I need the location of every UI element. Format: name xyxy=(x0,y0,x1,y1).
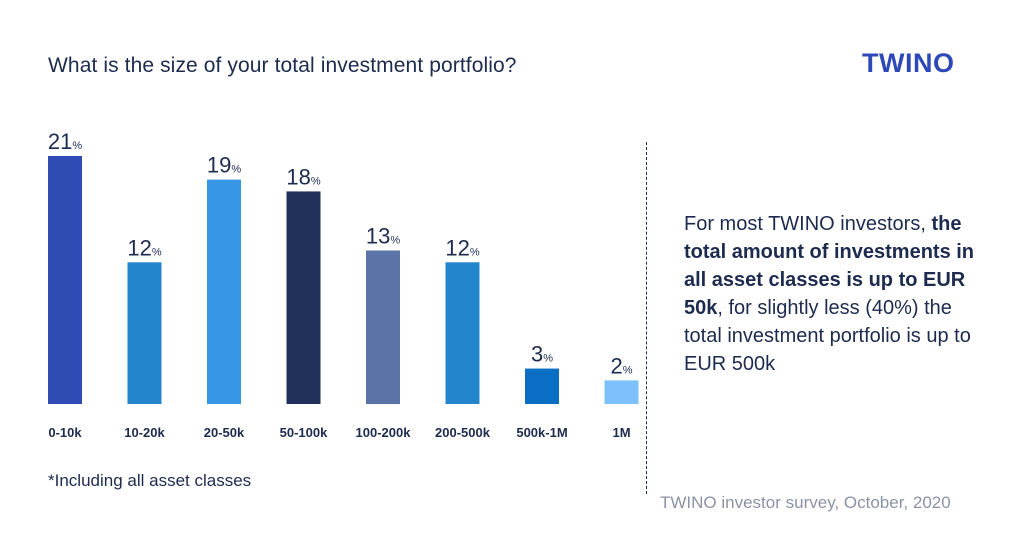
value-unit: % xyxy=(231,164,241,176)
bar-200-500k xyxy=(445,262,480,404)
category-label-1m: 1M xyxy=(612,425,630,440)
footnote: *Including all asset classes xyxy=(48,471,252,490)
bar-1m xyxy=(604,380,639,404)
source-caption: TWINO investor survey, October, 2020 xyxy=(660,493,951,512)
category-label-100-200k: 100-200k xyxy=(356,425,412,440)
value-unit: % xyxy=(311,175,321,187)
value-number: 13 xyxy=(366,223,390,248)
summary-bold: the total amount of investments in all a… xyxy=(684,213,975,319)
category-label-10-20k: 10-20k xyxy=(124,425,165,440)
value-label-10-20k: 12% xyxy=(127,235,161,260)
summary-intro: For most TWINO investors, xyxy=(684,213,932,235)
bar-50-100k xyxy=(286,191,321,404)
category-label-0-10k: 0-10k xyxy=(48,425,82,440)
value-number: 12 xyxy=(127,235,151,260)
value-unit: % xyxy=(152,246,162,258)
value-unit: % xyxy=(470,246,480,258)
category-label-200-500k: 200-500k xyxy=(435,425,491,440)
value-number: 3 xyxy=(531,342,543,367)
value-label-100-200k: 13% xyxy=(366,223,400,248)
value-label-50-100k: 18% xyxy=(286,164,320,189)
category-label-500k-1m: 500k-1M xyxy=(516,425,567,440)
value-label-20-50k: 19% xyxy=(207,153,241,178)
bar-chart: 21%0-10k12%10-20k19%20-50k18%50-100k13%1… xyxy=(48,129,639,440)
value-label-0-10k: 21% xyxy=(48,129,82,154)
bar-100-200k xyxy=(366,250,400,404)
twino-logo: TWINO xyxy=(862,48,955,78)
value-number: 21 xyxy=(48,129,72,154)
value-unit: % xyxy=(72,140,82,152)
value-unit: % xyxy=(543,353,553,365)
value-number: 18 xyxy=(286,164,310,189)
bars-group xyxy=(48,156,639,404)
summary-text: For most TWINO investors, the total amou… xyxy=(684,210,994,378)
value-number: 12 xyxy=(445,235,469,260)
bar-500k-1m xyxy=(525,368,559,404)
chart-title: What is the size of your total investmen… xyxy=(48,54,517,77)
category-label-20-50k: 20-50k xyxy=(204,425,245,440)
summary-rest: , for slightly less (40%) the total inve… xyxy=(684,297,971,375)
bar-0-10k xyxy=(48,156,82,404)
value-unit: % xyxy=(623,364,633,376)
value-number: 2 xyxy=(610,353,622,378)
value-unit: % xyxy=(390,234,400,246)
value-label-500k-1m: 3% xyxy=(531,342,553,367)
bar-20-50k xyxy=(207,179,241,404)
category-label-50-100k: 50-100k xyxy=(280,425,328,440)
value-label-200-500k: 12% xyxy=(445,235,479,260)
bar-10-20k xyxy=(127,262,162,404)
dashed-divider xyxy=(646,142,647,494)
value-label-1m: 2% xyxy=(610,353,632,378)
value-number: 19 xyxy=(207,153,231,178)
labels-group: 21%0-10k12%10-20k19%20-50k18%50-100k13%1… xyxy=(48,129,633,440)
